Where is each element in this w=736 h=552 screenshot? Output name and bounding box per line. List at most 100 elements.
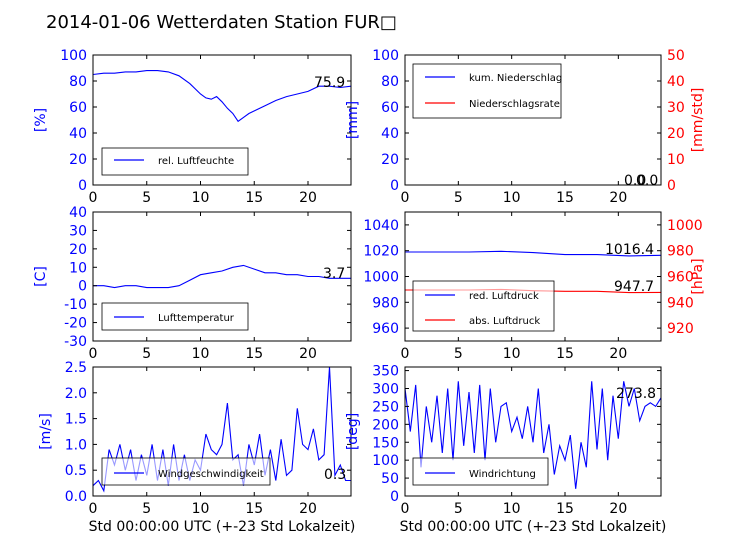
legend-box: [412, 280, 555, 332]
x-tick-label: 5: [142, 346, 151, 362]
y-tick-label: 150: [372, 435, 399, 451]
y-tick-label: 20: [69, 242, 87, 258]
y-tick-label: 960: [372, 321, 399, 337]
y-tick-label: 0: [78, 178, 87, 194]
value-annotation: 273.8: [616, 386, 656, 402]
figure-title-text: 2014-01-06 Wetterdaten Station FUR: [46, 12, 380, 33]
series-line-wind_direction-0: [405, 381, 661, 489]
y-axis-label: [C]: [33, 266, 49, 287]
x-tick-label: 15: [245, 346, 263, 362]
x-tick-label: 15: [556, 190, 574, 206]
y2-tick-label: 40: [667, 74, 685, 90]
y-axis-label: [mm]: [345, 101, 361, 139]
y-tick-label: 1.0: [65, 437, 87, 453]
legend-box: [412, 457, 549, 486]
y-tick-label: 20: [381, 152, 399, 168]
figure-title: 2014-01-06 Wetterdaten Station FUR□: [46, 12, 397, 33]
y2-axis-label: [hPa]: [690, 258, 706, 294]
x-tick-label: 20: [609, 346, 627, 362]
x-tick-label: 5: [454, 346, 463, 362]
y-tick-label: 0.5: [65, 463, 87, 479]
x-tick-label: 10: [503, 346, 521, 362]
y2-tick-label: 1000: [667, 218, 703, 234]
y-tick-label: 80: [69, 74, 87, 90]
value-annotation: 0.0: [636, 173, 658, 189]
x-tick-label: 5: [142, 190, 151, 206]
legend-label: kum. Niederschlag: [469, 73, 562, 84]
y-tick-label: 10: [69, 260, 87, 276]
value-annotation: 1016.4: [605, 242, 654, 258]
legend: Windgeschwindigkeit: [101, 457, 271, 486]
y-tick-label: -10: [64, 297, 87, 313]
x-tick-label: 0: [401, 346, 410, 362]
legend-label: red. Luftdruck: [469, 291, 539, 302]
plot-frame: [404, 366, 662, 497]
y-tick-label: 200: [372, 417, 399, 433]
x-tick-label: 0: [89, 501, 98, 517]
x-tick-label: 0: [89, 346, 98, 362]
y-tick-label: -20: [64, 316, 87, 332]
y-tick-label: 20: [69, 152, 87, 168]
y-tick-label: 100: [60, 48, 87, 64]
legend: kum. Niederschlag Niederschlagsrate: [412, 63, 562, 119]
y2-tick-label: 980: [667, 244, 694, 260]
x-tick-label: 15: [556, 346, 574, 362]
chart-panel-temperature: 0 5 10 15 20 -30 -20 -10 0 10 20 30 40 [C] Lufttempera…: [33, 205, 352, 362]
y-axis-label: [%]: [33, 108, 49, 132]
x-tick-label: 15: [556, 501, 574, 517]
y2-tick-label: 20: [667, 126, 685, 142]
legend-label: Windgeschwindigkeit: [158, 469, 264, 480]
y-tick-label: 980: [372, 295, 399, 311]
y-tick-label: 300: [372, 382, 399, 398]
value-annotation: 75.9: [314, 75, 345, 91]
value-annotation: 3.7: [323, 266, 345, 282]
y2-tick-label: 940: [667, 295, 694, 311]
chart-panel-pressure: 0 5 10 15 20 960 980 1000 1020 1040 920 940 960 980 10…: [363, 211, 706, 362]
x-tick-label: 10: [192, 346, 210, 362]
y2-tick-label: 960: [667, 270, 694, 286]
series-line-pressure-0: [405, 250, 661, 257]
legend-box: [101, 457, 271, 486]
chart-panel-wind_speed: 0 5 10 15 20 0.0 0.5 1.0 1.5 2.0 2.5 [m/s] Windgesch…: [38, 360, 352, 517]
plot-frame: [404, 54, 662, 186]
y-tick-label: 40: [69, 205, 87, 221]
x-tick-label: 5: [142, 501, 151, 517]
y2-tick-label: 0: [667, 178, 676, 194]
y-tick-label: 250: [372, 399, 399, 415]
x-tick-label: 20: [299, 346, 317, 362]
y-tick-label: -30: [64, 334, 87, 350]
legend: Windrichtung: [412, 457, 549, 486]
x-tick-label: 10: [503, 190, 521, 206]
legend-label: Windrichtung: [469, 469, 536, 480]
x-tick-label: 0: [401, 190, 410, 206]
y-tick-label: 1040: [363, 218, 399, 234]
legend-label: Niederschlagsrate: [469, 99, 560, 110]
y-tick-label: 60: [69, 100, 87, 116]
value-annotation: 0.3: [324, 467, 346, 483]
x-tick-label: 15: [245, 190, 263, 206]
y-tick-label: 2.0: [65, 386, 87, 402]
y-tick-label: 50: [381, 471, 399, 487]
y-tick-label: 100: [372, 453, 399, 469]
y-tick-label: 100: [372, 48, 399, 64]
y2-tick-label: 50: [667, 48, 685, 64]
x-tick-label: 20: [609, 190, 627, 206]
y-tick-label: 0.0: [65, 489, 87, 505]
x-tick-label: 5: [454, 501, 463, 517]
series-line-temperature-0: [93, 264, 351, 289]
x-axis-label-wind_direction: Std 00:00:00 UTC (+-23 Std Lokalzeit): [400, 519, 667, 535]
x-tick-label: 20: [609, 501, 627, 517]
y-tick-label: 60: [381, 100, 399, 116]
y2-tick-label: 10: [667, 152, 685, 168]
y2-tick-label: 920: [667, 321, 694, 337]
x-tick-label: 15: [245, 501, 263, 517]
y2-axis-label: [mm/std]: [690, 88, 706, 153]
x-tick-label: 0: [89, 190, 98, 206]
y-tick-label: 0: [390, 489, 399, 505]
value-annotation: 0.0: [624, 173, 646, 189]
legend-label: rel. Luftfeuchte: [158, 156, 234, 167]
y-axis-label: [deg]: [345, 413, 361, 450]
x-tick-label: 20: [299, 501, 317, 517]
y-tick-label: 0: [390, 178, 399, 194]
